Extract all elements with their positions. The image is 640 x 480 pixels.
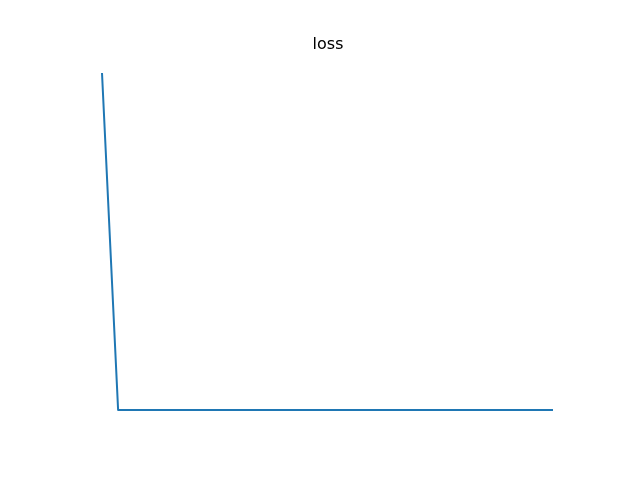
- series-line-1: [101, 72, 553, 411]
- plot-area: [101, 72, 553, 411]
- chart-title: loss: [313, 34, 344, 53]
